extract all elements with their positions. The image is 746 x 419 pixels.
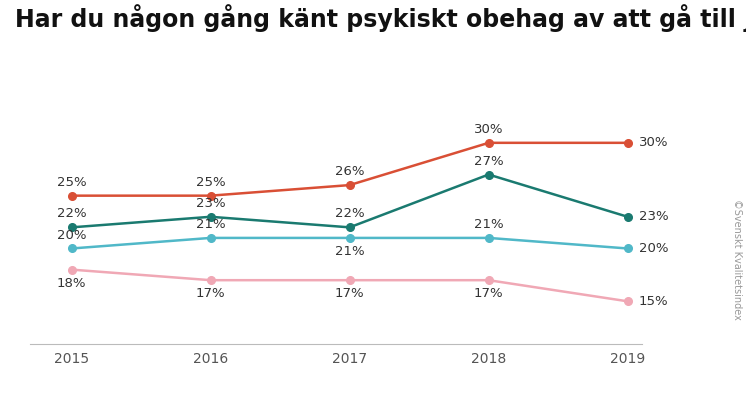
Text: 17%: 17%	[474, 287, 504, 300]
Text: 20%: 20%	[57, 228, 87, 241]
Text: ©Svenskt Kvalitetsindex: ©Svenskt Kvalitetsindex	[733, 199, 742, 320]
Text: 21%: 21%	[335, 245, 364, 258]
Text: 17%: 17%	[195, 287, 225, 300]
Legend: 20-30 år, 31-40 år, 41-54 år, 55 år och äldre: 20-30 år, 31-40 år, 41-54 år, 55 år och …	[69, 418, 541, 419]
Text: 21%: 21%	[195, 218, 225, 231]
Text: 23%: 23%	[639, 210, 668, 223]
Text: 27%: 27%	[474, 155, 504, 168]
Text: 17%: 17%	[335, 287, 364, 300]
Text: 15%: 15%	[639, 295, 668, 308]
Text: 22%: 22%	[335, 207, 364, 220]
Text: 20%: 20%	[639, 242, 668, 255]
Text: 25%: 25%	[195, 176, 225, 189]
Text: 26%: 26%	[335, 165, 364, 178]
Text: 30%: 30%	[474, 123, 504, 136]
Text: 30%: 30%	[639, 136, 668, 149]
Text: 22%: 22%	[57, 207, 87, 220]
Text: 25%: 25%	[57, 176, 87, 189]
Text: 21%: 21%	[474, 218, 504, 231]
Text: 18%: 18%	[57, 277, 87, 290]
Text: 23%: 23%	[195, 197, 225, 210]
Text: Har du någon gång känt psykiskt obehag av att gå till jobbet?: Har du någon gång känt psykiskt obehag a…	[15, 4, 746, 32]
